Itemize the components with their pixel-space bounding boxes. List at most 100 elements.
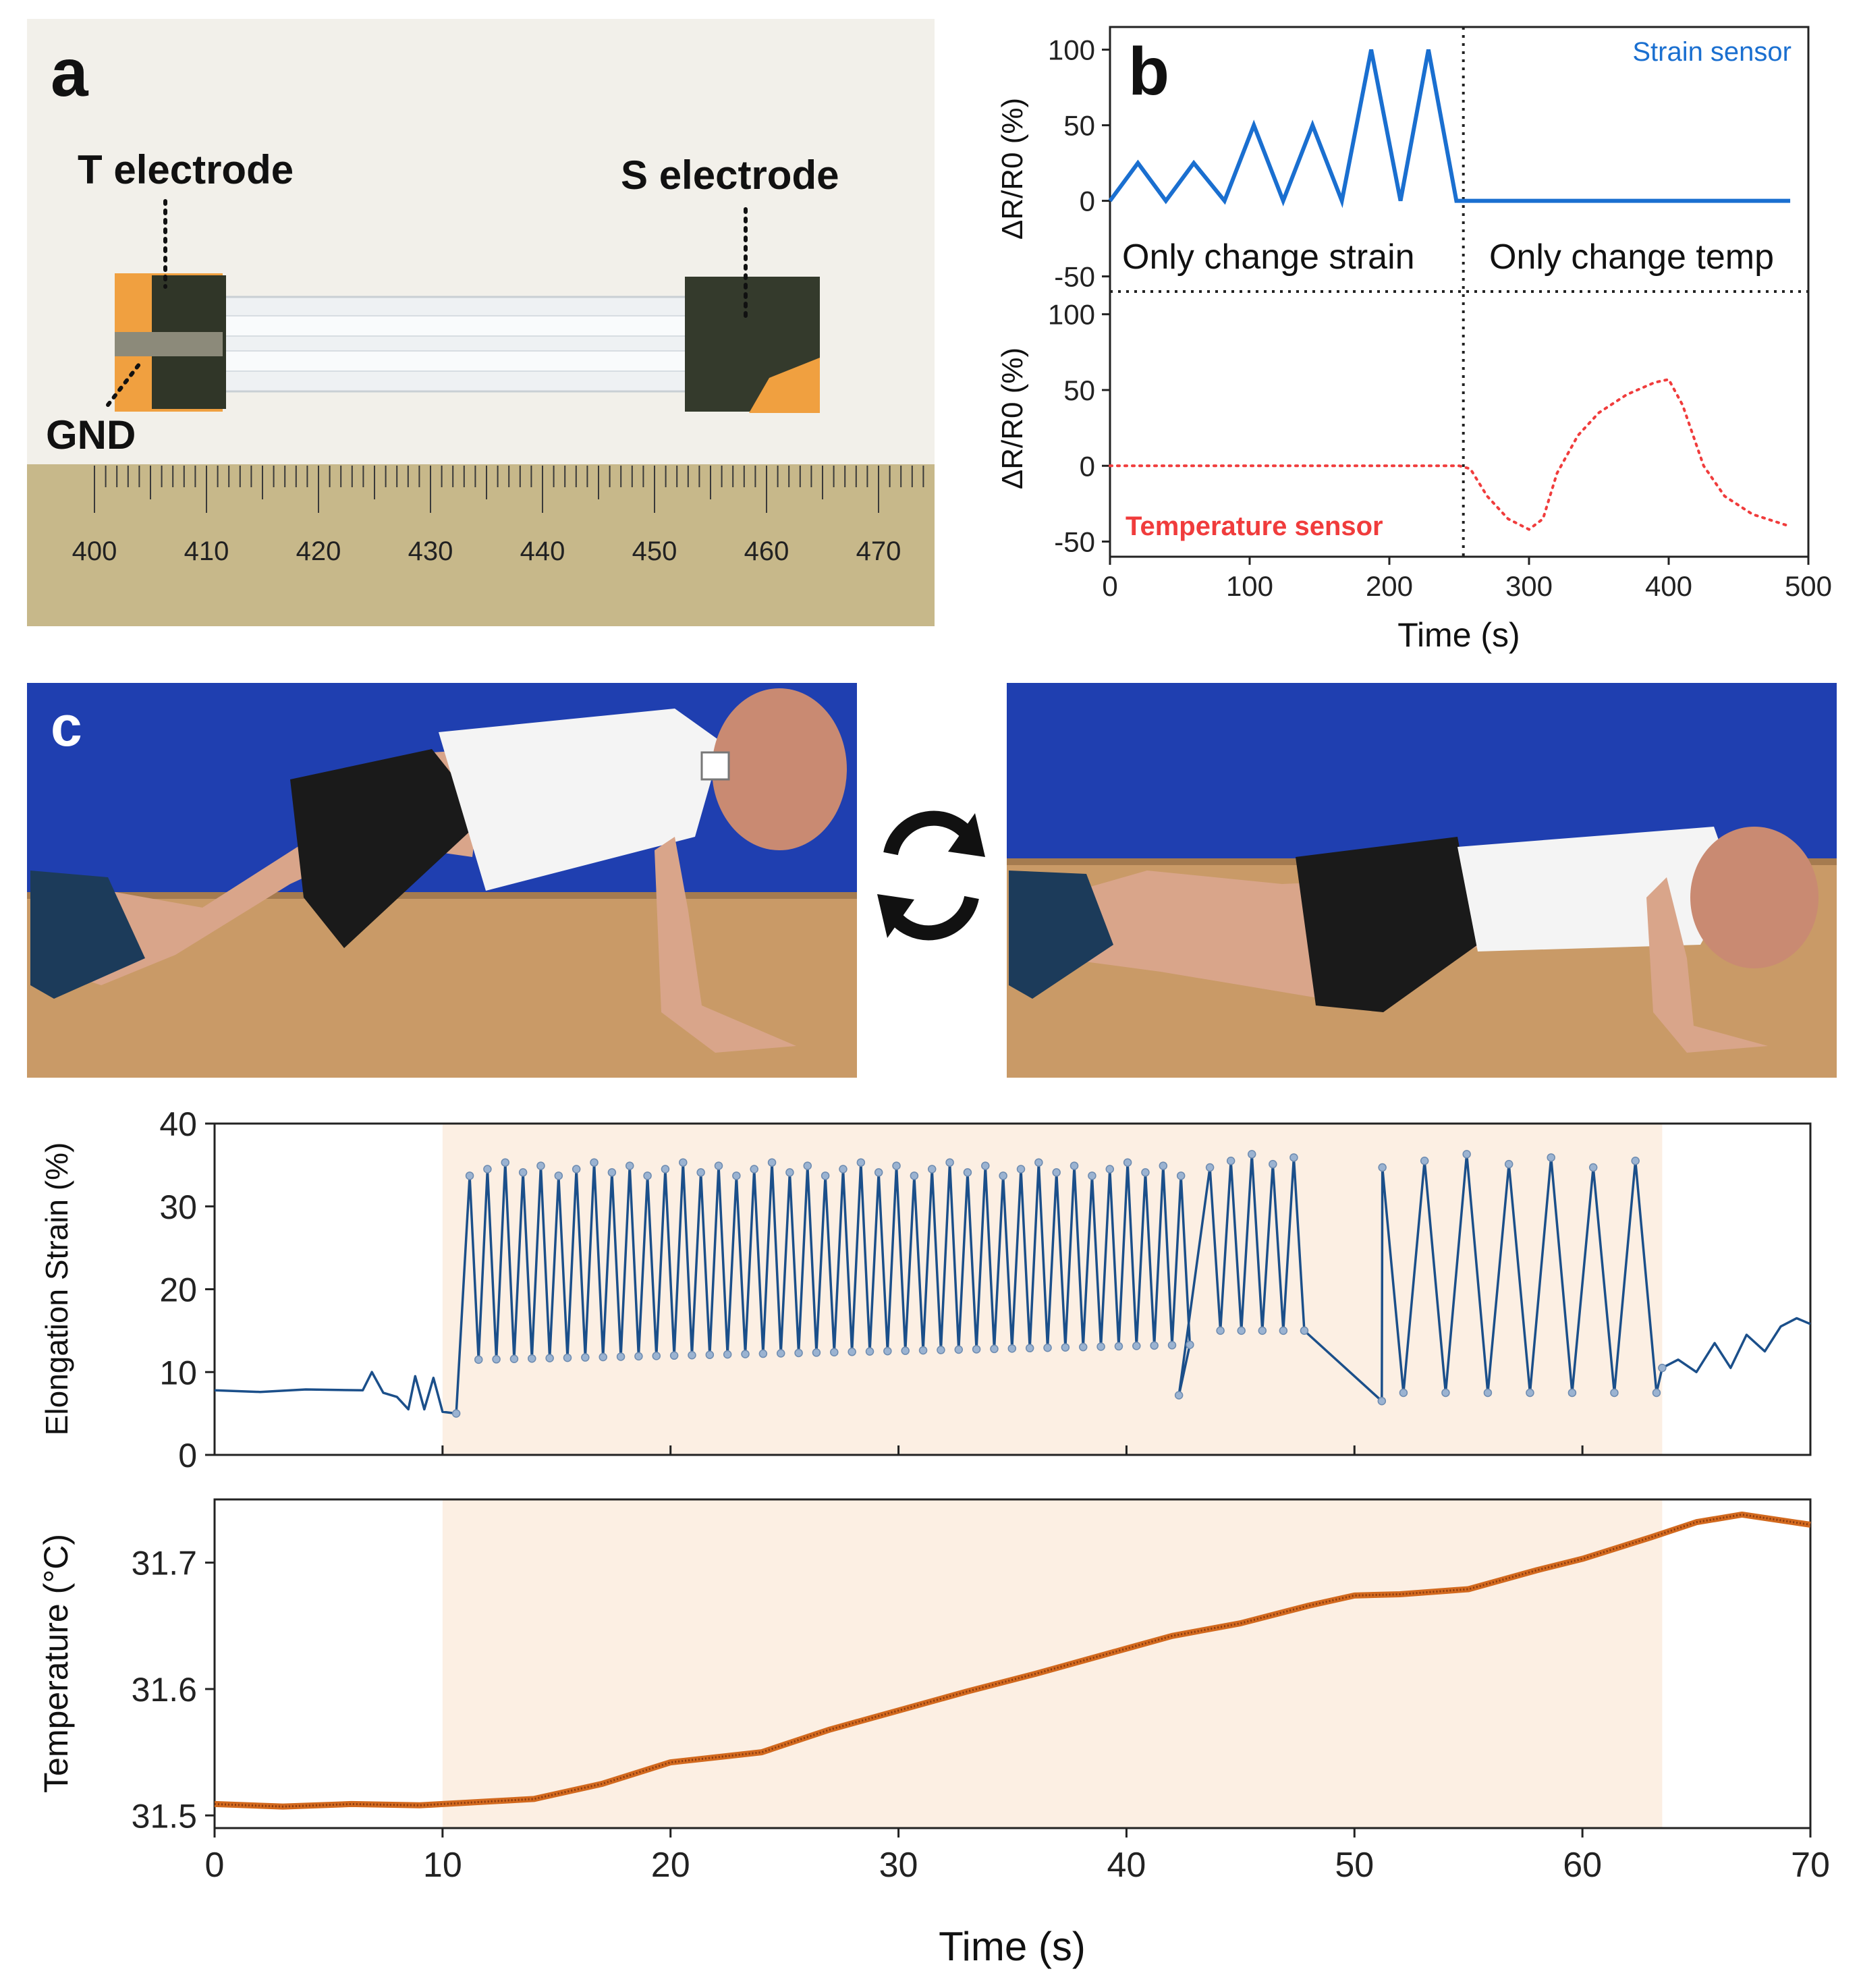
b-top-ytick-label: -50 bbox=[1054, 261, 1095, 293]
b-xtick-label: 400 bbox=[1645, 570, 1692, 602]
b-top-ytick-label: 0 bbox=[1080, 186, 1095, 217]
c-temp-x-axis: 0 10 20 30 40 50 60 70 bbox=[205, 1828, 1830, 1885]
ruler-label: 440 bbox=[520, 536, 565, 566]
strain-point bbox=[1399, 1388, 1408, 1398]
strain-point bbox=[1504, 1159, 1513, 1169]
ruler-labels: 400 410 420 430 440 450 460 470 bbox=[72, 536, 901, 566]
sensor-channel-upper bbox=[215, 315, 689, 337]
strain-point bbox=[616, 1352, 626, 1361]
strain-point bbox=[732, 1171, 741, 1180]
ruler-label: 460 bbox=[744, 536, 789, 566]
strain-point bbox=[963, 1168, 972, 1177]
c-temp-ytick-label: 31.7 bbox=[132, 1545, 197, 1582]
photo-left bbox=[27, 683, 857, 1078]
region-label-strain: Only change strain bbox=[1122, 238, 1415, 277]
strain-point bbox=[501, 1158, 510, 1167]
strain-point bbox=[999, 1171, 1007, 1180]
strain-point bbox=[1034, 1158, 1043, 1167]
strain-point bbox=[705, 1350, 715, 1359]
strain-point bbox=[785, 1168, 794, 1177]
strain-point bbox=[1043, 1343, 1052, 1352]
strain-point bbox=[892, 1161, 901, 1170]
b-top-ytick-label: 100 bbox=[1048, 34, 1095, 66]
strain-point bbox=[1016, 1165, 1026, 1174]
strain-point bbox=[1377, 1396, 1387, 1406]
ruler-label: 470 bbox=[856, 536, 901, 566]
c-temp-shaded-region bbox=[442, 1499, 1663, 1828]
strain-point bbox=[1114, 1342, 1123, 1351]
strain-point bbox=[465, 1171, 474, 1180]
strain-point bbox=[1052, 1168, 1061, 1177]
strain-point bbox=[1567, 1388, 1577, 1398]
b-xtick-label: 500 bbox=[1785, 570, 1832, 602]
strain-point bbox=[945, 1158, 954, 1167]
strain-point bbox=[1216, 1326, 1225, 1335]
panel-a-letter: a bbox=[51, 35, 89, 111]
strain-point bbox=[821, 1171, 830, 1180]
b-top-ytick-label: 50 bbox=[1063, 110, 1095, 142]
strain-point bbox=[1631, 1156, 1640, 1165]
t-electrode-label: T electrode bbox=[78, 147, 294, 192]
strain-point bbox=[972, 1345, 981, 1354]
strain-sensor-series bbox=[1108, 49, 1791, 209]
strain-point bbox=[607, 1168, 617, 1177]
strain-point bbox=[1105, 1165, 1115, 1174]
strain-point bbox=[1547, 1153, 1555, 1162]
c-temp-xtick-label: 40 bbox=[1107, 1846, 1146, 1885]
strain-point bbox=[1658, 1363, 1667, 1373]
strain-point bbox=[1167, 1341, 1177, 1350]
c-temp-xtick-label: 10 bbox=[423, 1846, 462, 1885]
s-electrode-label: S electrode bbox=[621, 153, 839, 198]
strain-point bbox=[901, 1346, 910, 1355]
c-temp-xtick-label: 20 bbox=[651, 1846, 690, 1885]
b-bottom-ytick-label: 0 bbox=[1080, 450, 1095, 482]
b-bottom-ytick-label: 50 bbox=[1063, 375, 1095, 406]
strain-point bbox=[1007, 1344, 1017, 1353]
strain-point bbox=[750, 1165, 758, 1174]
ruler-label: 430 bbox=[408, 536, 453, 566]
strain-point bbox=[767, 1158, 777, 1167]
strain-point bbox=[910, 1171, 919, 1180]
strain-point bbox=[643, 1171, 652, 1180]
temperature-sensor-line bbox=[1109, 377, 1792, 531]
strain-point bbox=[1652, 1388, 1661, 1398]
strain-point bbox=[990, 1344, 999, 1354]
strain-point bbox=[509, 1354, 519, 1363]
strain-point bbox=[451, 1409, 461, 1418]
b-bottom-ylabel: ΔR/R0 (%) bbox=[996, 348, 1029, 489]
strain-point bbox=[794, 1348, 803, 1358]
strain-point bbox=[599, 1352, 607, 1362]
temperature-sensor-series bbox=[1109, 377, 1792, 531]
c-strain-ytick-label: 40 bbox=[159, 1105, 197, 1143]
strain-point bbox=[554, 1171, 563, 1180]
strain-point bbox=[669, 1351, 679, 1360]
c-strain-ytick-label: 10 bbox=[159, 1354, 197, 1391]
temperature-sensor-legend: Temperature sensor bbox=[1126, 512, 1383, 541]
c-strain-ylabel: Elongation Strain (%) bbox=[39, 1142, 74, 1436]
c-temp-ytick-label: 31.6 bbox=[132, 1671, 197, 1709]
strain-point bbox=[581, 1353, 590, 1362]
temperature-series bbox=[214, 1511, 1811, 1810]
gnd-label: GND bbox=[46, 412, 136, 458]
sensor-channel-lower bbox=[215, 350, 689, 372]
b-x-axis: 0 100 200 300 400 500 bbox=[1102, 557, 1832, 602]
b-xtick-label: 100 bbox=[1226, 570, 1273, 602]
strain-point bbox=[1300, 1326, 1309, 1335]
panel-c-letter: c bbox=[51, 694, 82, 758]
strain-point bbox=[1186, 1340, 1194, 1350]
b-xlabel: Time (s) bbox=[1397, 616, 1520, 654]
strain-series bbox=[214, 1150, 1811, 1418]
strain-point bbox=[981, 1161, 990, 1170]
panel-b-letter-text: b bbox=[1128, 34, 1169, 109]
strain-point bbox=[545, 1354, 554, 1362]
s-electrode-tape bbox=[749, 358, 820, 413]
c-temp-xtick-label: 70 bbox=[1791, 1846, 1830, 1885]
sensor-strip bbox=[181, 296, 717, 393]
strain-point bbox=[1123, 1158, 1132, 1167]
strain-point bbox=[563, 1353, 572, 1362]
panel-a: 400 410 420 430 440 450 460 470 a T electrode S… bbox=[27, 19, 935, 626]
c-temp-plot-frame bbox=[213, 1498, 1812, 1829]
strain-sensor-line bbox=[1108, 49, 1791, 209]
strain-point bbox=[1159, 1161, 1168, 1170]
